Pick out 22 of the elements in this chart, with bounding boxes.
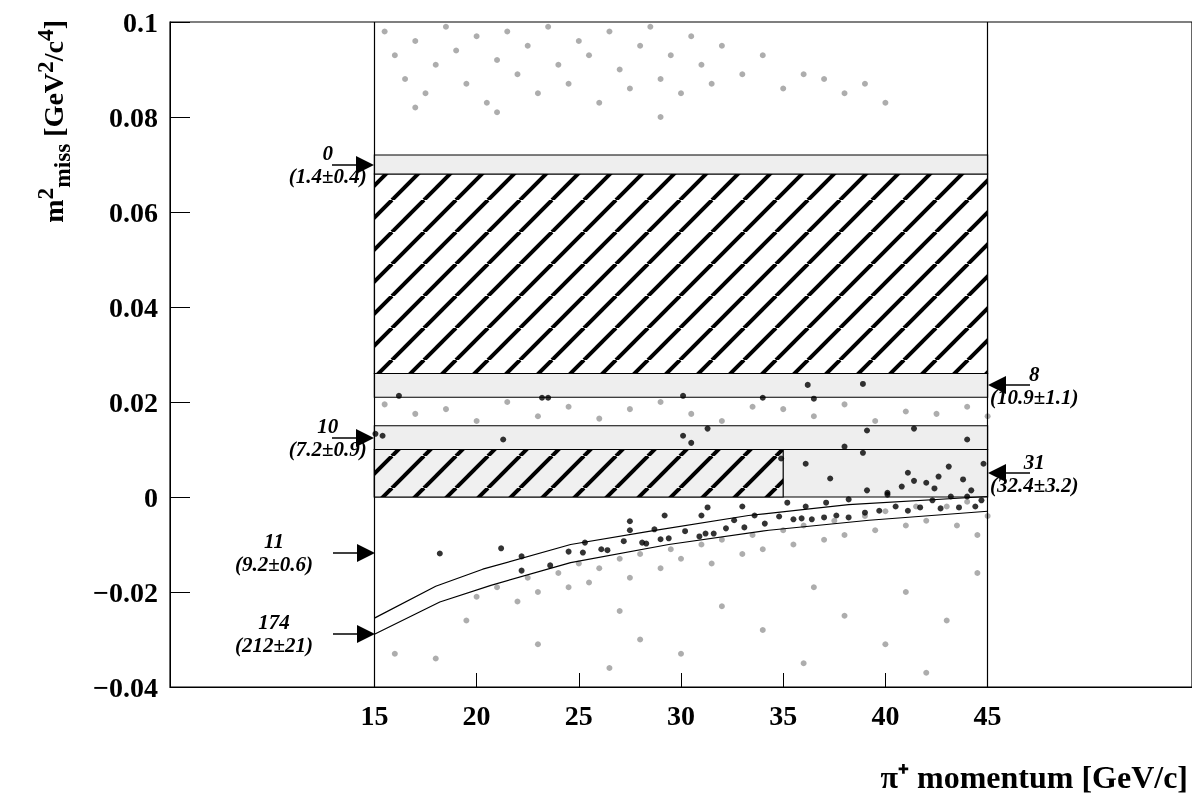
y-tick-label: −0.04 — [93, 671, 158, 703]
annotation: 174 (212±21) — [234, 610, 314, 657]
x-axis-title: π⁺ momentum [GeV/c] — [880, 758, 1188, 797]
x-tick-label: 40 — [871, 699, 900, 731]
y-tick-label: 0.1 — [123, 6, 158, 38]
y-tick-label: −0.02 — [93, 576, 158, 608]
band-label: 8 (10.9±1.1) — [989, 361, 1079, 409]
band-label: 10 (7.2±0.9) — [288, 414, 367, 462]
x-tick-label: 35 — [769, 699, 798, 731]
y-tick-label: 0.04 — [109, 291, 158, 323]
x-tick-label: 30 — [667, 699, 695, 731]
x-tick-label: 20 — [462, 699, 491, 731]
x-tick-label: 15 — [360, 699, 389, 731]
x-tick-label: 45 — [973, 699, 1002, 731]
y-tick-label: 0.08 — [109, 101, 158, 133]
y-tick-label: 0 — [144, 481, 158, 513]
y-tick-label: 0.02 — [109, 386, 158, 418]
band-label: 31 (32.4±3.2) — [989, 449, 1079, 497]
band-label: 0 (1.4±0.4) — [288, 141, 367, 188]
x-tick-label: 25 — [564, 699, 593, 731]
annotation: 11 (9.2±0.6) — [234, 529, 314, 576]
y-tick-label: 0.06 — [109, 196, 158, 228]
